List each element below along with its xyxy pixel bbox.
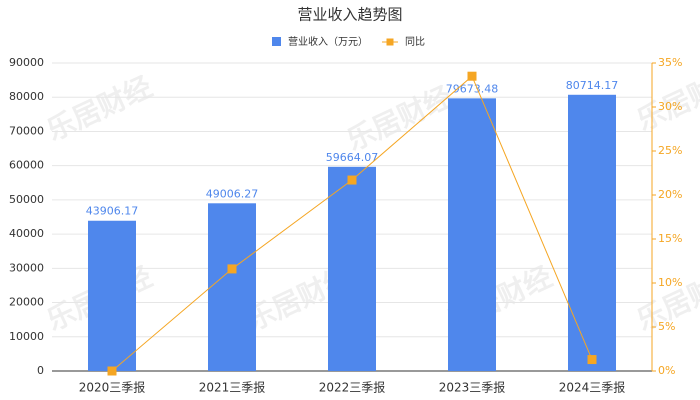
- x-tick-label: 2023三季报: [439, 380, 506, 395]
- y-tick-label: 40000: [9, 227, 44, 240]
- y2-tick-label: 0%: [658, 364, 675, 377]
- bar: [328, 166, 376, 371]
- watermark: 乐居财经: [42, 70, 157, 147]
- y2-tick-label: 25%: [658, 144, 682, 157]
- legend-label: 同比: [405, 36, 425, 48]
- legend-swatch: [272, 37, 281, 46]
- legend-swatch: [386, 38, 394, 46]
- line-marker: [347, 175, 357, 185]
- legend-label: 营业收入（万元）: [288, 35, 368, 48]
- line-marker: [587, 355, 597, 365]
- y2-tick-label: 20%: [658, 188, 682, 201]
- bar: [448, 98, 496, 371]
- y2-tick-label: 30%: [658, 100, 682, 113]
- bar: [208, 203, 256, 371]
- y2-tick-label: 10%: [658, 276, 682, 289]
- chart-title: 营业收入趋势图: [297, 6, 402, 24]
- y-tick-label: 50000: [9, 193, 44, 206]
- y-tick-label: 0: [37, 364, 44, 377]
- y2-tick-label: 15%: [658, 232, 682, 245]
- value-label: 49006.27: [206, 187, 259, 200]
- y-tick-label: 60000: [9, 159, 44, 172]
- x-tick-label: 2024三季报: [559, 380, 626, 395]
- bar: [88, 220, 136, 371]
- y-tick-label: 20000: [9, 296, 44, 309]
- x-tick-label: 2021三季报: [199, 380, 266, 395]
- value-label: 59664.07: [326, 151, 379, 164]
- y2-tick-label: 35%: [658, 56, 682, 69]
- y-tick-label: 80000: [9, 90, 44, 103]
- y-tick-label: 70000: [9, 124, 44, 137]
- watermark: 乐居财经: [342, 80, 457, 157]
- x-tick-label: 2020三季报: [79, 380, 146, 395]
- y-tick-label: 90000: [9, 56, 44, 69]
- x-tick-label: 2022三季报: [319, 380, 386, 395]
- line-marker: [107, 366, 117, 376]
- y-tick-label: 30000: [9, 261, 44, 274]
- y-tick-label: 10000: [9, 330, 44, 343]
- value-label: 43906.17: [86, 205, 139, 218]
- watermark: 乐居财经: [632, 60, 700, 137]
- line-marker: [467, 71, 477, 81]
- line-marker: [227, 264, 237, 274]
- bar: [568, 94, 616, 372]
- value-label: 80714.17: [566, 79, 619, 92]
- y2-tick-label: 5%: [658, 320, 675, 333]
- value-label: 79673.48: [446, 82, 499, 95]
